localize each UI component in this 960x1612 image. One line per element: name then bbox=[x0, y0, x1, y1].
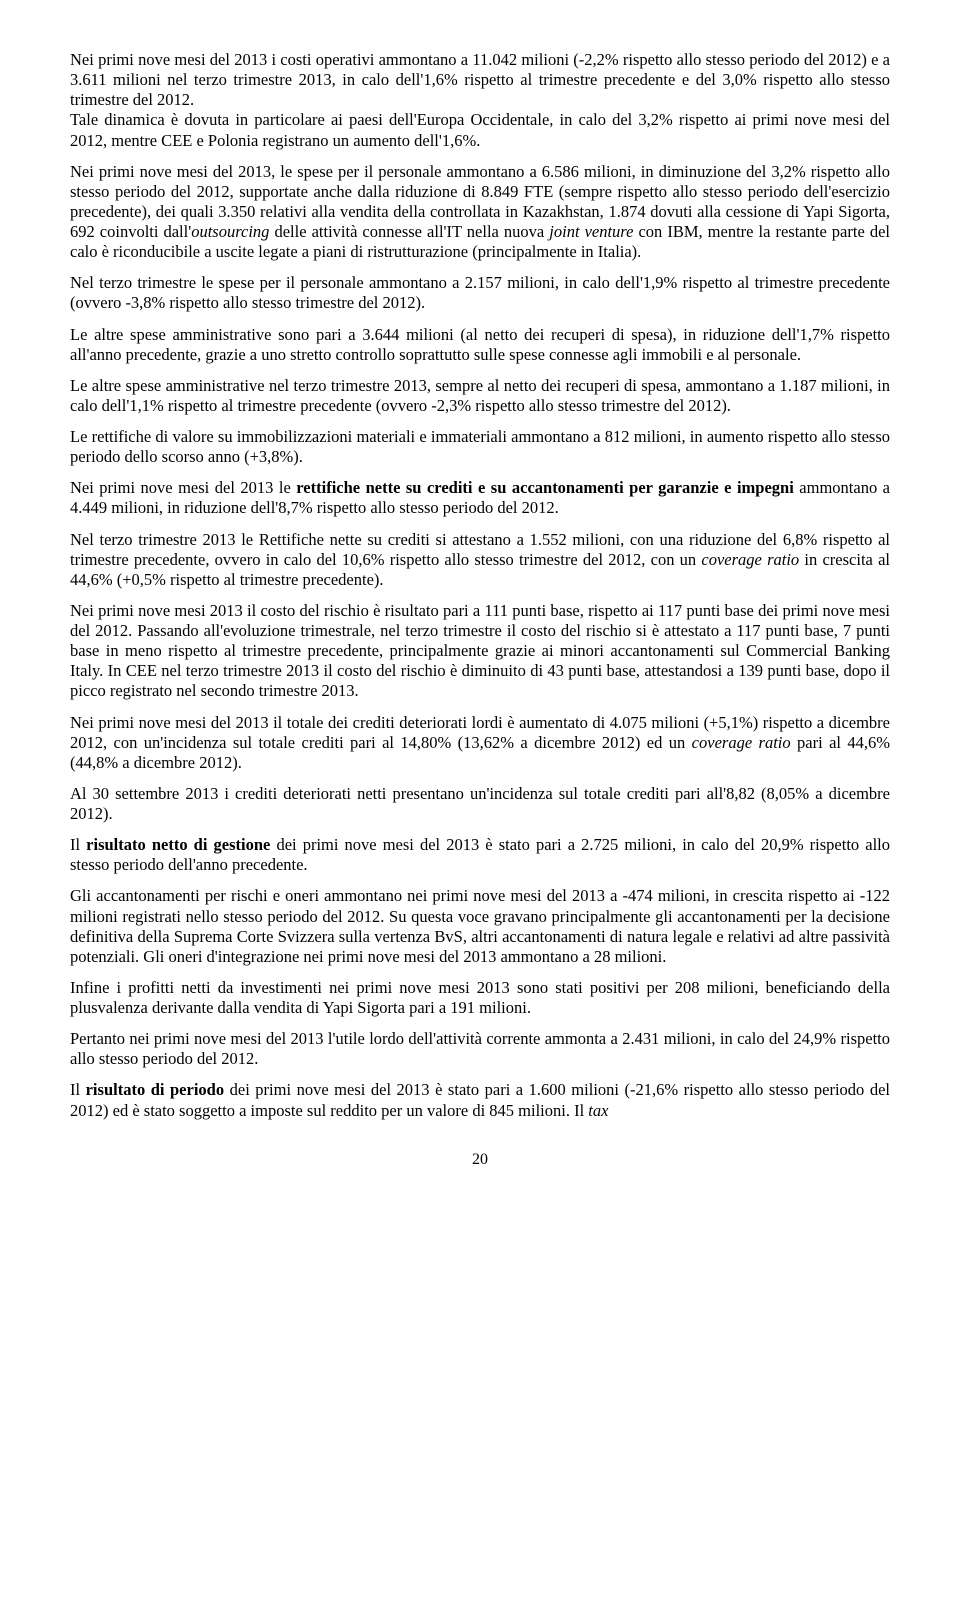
page-number: 20 bbox=[70, 1151, 890, 1169]
paragraph-impaired-loans: Nei primi nove mesi del 2013 il totale d… bbox=[70, 713, 890, 773]
text-bold: rettifiche nette su crediti e su accanto… bbox=[296, 478, 794, 497]
paragraph-gross-profit: Pertanto nei primi nove mesi del 2013 l'… bbox=[70, 1029, 890, 1069]
paragraph-admin-expenses: Le altre spese amministrative sono pari … bbox=[70, 325, 890, 365]
text: Il bbox=[70, 835, 86, 854]
paragraph-q3-writedowns: Nel terzo trimestre 2013 le Rettifiche n… bbox=[70, 530, 890, 590]
paragraph-costs: Nei primi nove mesi del 2013 i costi ope… bbox=[70, 50, 890, 151]
text-bold: risultato netto di gestione bbox=[86, 835, 270, 854]
paragraph-operating-result: Il risultato netto di gestione dei primi… bbox=[70, 835, 890, 875]
text: delle attività connesse all'IT nella nuo… bbox=[269, 222, 549, 241]
text: Nei primi nove mesi del 2013 le bbox=[70, 478, 296, 497]
text-italic: joint venture bbox=[549, 222, 633, 241]
paragraph-net-impaired: Al 30 settembre 2013 i crediti deteriora… bbox=[70, 784, 890, 824]
text-italic: outsourcing bbox=[191, 222, 269, 241]
text: Nei primi nove mesi del 2013 i costi ope… bbox=[70, 50, 890, 109]
document-page: Nei primi nove mesi del 2013 i costi ope… bbox=[0, 0, 960, 1209]
text-italic: coverage ratio bbox=[701, 550, 799, 569]
text: Il bbox=[70, 1080, 86, 1099]
paragraph-cost-of-risk: Nei primi nove mesi 2013 il costo del ri… bbox=[70, 601, 890, 702]
paragraph-provisions: Gli accantonamenti per rischi e oneri am… bbox=[70, 886, 890, 967]
paragraph-q3-personnel: Nel terzo trimestre le spese per il pers… bbox=[70, 273, 890, 313]
paragraph-q3-admin: Le altre spese amministrative nel terzo … bbox=[70, 376, 890, 416]
text-bold: risultato di periodo bbox=[86, 1080, 224, 1099]
text-italic: coverage ratio bbox=[692, 733, 791, 752]
paragraph-depreciation: Le rettifiche di valore su immobilizzazi… bbox=[70, 427, 890, 467]
text: Tale dinamica è dovuta in particolare ai… bbox=[70, 110, 890, 149]
paragraph-period-result: Il risultato di periodo dei primi nove m… bbox=[70, 1080, 890, 1120]
text-italic: tax bbox=[588, 1101, 608, 1120]
paragraph-personnel: Nei primi nove mesi del 2013, le spese p… bbox=[70, 162, 890, 263]
paragraph-net-writedowns: Nei primi nove mesi del 2013 le rettific… bbox=[70, 478, 890, 518]
paragraph-net-profits: Infine i profitti netti da investimenti … bbox=[70, 978, 890, 1018]
